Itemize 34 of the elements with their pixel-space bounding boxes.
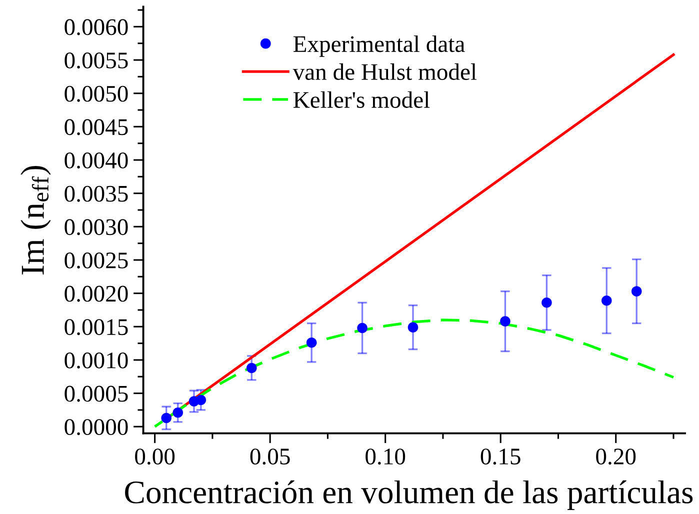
y-tick-label: 0.0055	[64, 52, 128, 69]
point	[246, 362, 257, 374]
y-tick-label: 0.0040	[64, 152, 128, 169]
y-tick-label: 0.0060	[64, 19, 128, 36]
x-tick-label: 0.15	[480, 448, 520, 465]
y-tick-label: 0.0050	[64, 86, 128, 102]
y-tick-label: 0.0035	[64, 186, 128, 202]
x-tick-label: 0.00	[135, 448, 175, 465]
y-tick-label: 0.0030	[64, 219, 128, 236]
point	[601, 296, 612, 306]
point	[357, 322, 368, 334]
y-tick-label: 0.0020	[64, 286, 128, 302]
point	[306, 337, 317, 348]
x-axis-title: Concentración en volumen de las partículas	[125, 480, 693, 510]
y-tick-label: 0.0010	[64, 352, 128, 369]
point	[408, 322, 418, 332]
point	[161, 412, 172, 424]
point	[172, 407, 184, 418]
y-tick-label: 0.0000	[64, 419, 128, 436]
x-tick-label: 0.10	[366, 448, 406, 465]
legend-label: Keller's model	[293, 91, 430, 108]
x-tick-label: 0.05	[250, 448, 290, 465]
point	[500, 316, 510, 326]
y-tick-label: 0.0045	[64, 119, 128, 136]
legend-label: Experimental data	[293, 35, 465, 57]
y-axis-title: Im (n$_{eff}$)	[20, 166, 51, 274]
point	[542, 298, 552, 308]
x-tick-label: 0.20	[596, 448, 636, 465]
y-tick-label: 0.0025	[64, 252, 128, 269]
point	[631, 286, 642, 296]
point	[196, 394, 206, 406]
y-tick-label: 0.0015	[64, 319, 128, 336]
y-tick-label: 0.0005	[64, 386, 128, 402]
legend-label: van de Hulst model	[292, 63, 477, 80]
